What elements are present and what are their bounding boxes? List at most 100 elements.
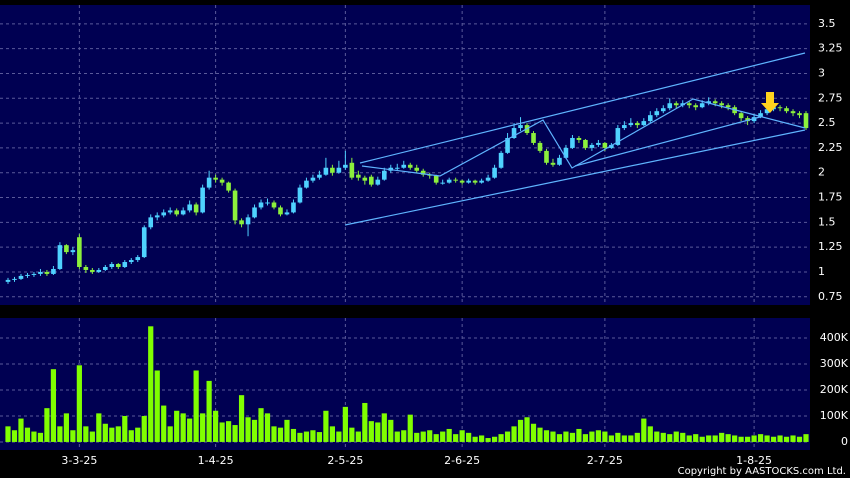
y-tick-label: 1.75 <box>818 191 843 204</box>
volume-bar <box>342 406 348 442</box>
candle-body <box>550 162 556 165</box>
candle-body <box>706 101 711 104</box>
y-tick-label: 0 <box>841 435 848 448</box>
volume-bar <box>582 434 589 442</box>
candle-body <box>219 179 225 183</box>
volume-bar <box>453 434 459 442</box>
candle-body <box>505 137 510 153</box>
candle-body <box>518 125 523 129</box>
candle-body <box>103 266 108 270</box>
volume-bar <box>569 432 576 442</box>
volume-bar <box>349 427 355 442</box>
candle-body <box>446 179 452 183</box>
candle-body <box>51 268 56 274</box>
candle-body <box>622 125 627 129</box>
candle-body <box>725 105 731 108</box>
candle-body <box>511 128 517 138</box>
candle-body <box>317 174 322 178</box>
volume-bar <box>213 410 219 442</box>
volume-bar <box>511 426 517 442</box>
volume-bar <box>712 435 718 442</box>
y-tick-label: 1.25 <box>818 240 843 253</box>
volume-bar <box>686 435 692 442</box>
volume-bar <box>537 427 543 442</box>
volume-bar <box>154 370 160 442</box>
volume-bar <box>524 417 530 442</box>
candle-body <box>12 278 17 280</box>
x-tick-label: 1-4-25 <box>198 454 234 467</box>
volume-bar <box>576 428 582 442</box>
volume-bar <box>440 431 446 442</box>
volume-bar <box>764 435 770 442</box>
volume-bar <box>76 365 82 442</box>
volume-bar <box>738 436 744 442</box>
volume-bar <box>628 435 634 442</box>
candle-body <box>394 167 400 169</box>
volume-bar <box>102 423 108 442</box>
candle-body <box>278 207 283 215</box>
candle-body <box>492 167 497 178</box>
y-tick-label: 3 <box>818 66 825 79</box>
candle-body <box>719 103 724 106</box>
volume-bar <box>83 426 89 442</box>
candle-body <box>115 264 121 267</box>
volume-bar <box>641 418 647 442</box>
grid <box>0 5 810 450</box>
candle-body <box>239 220 244 225</box>
candle-body <box>271 202 277 208</box>
volume-bar <box>128 430 134 442</box>
volume-bar <box>96 413 102 442</box>
candle-body <box>440 182 445 184</box>
candle-body <box>583 139 588 148</box>
volume-bar <box>375 422 381 442</box>
candle-body <box>200 187 205 213</box>
volume-bar <box>238 395 245 442</box>
volume-bar <box>50 369 57 442</box>
y-tick-label: 0.75 <box>818 290 843 303</box>
candle-body <box>297 187 303 203</box>
candle-body <box>589 144 595 148</box>
candle-body <box>602 142 608 148</box>
candle-body <box>310 177 316 181</box>
candle-body <box>479 180 484 183</box>
candle-body <box>369 176 374 185</box>
candle-body <box>797 113 802 116</box>
candle-body <box>187 204 192 211</box>
y-tick-label: 2.25 <box>818 141 843 154</box>
candle-body <box>206 177 212 188</box>
candle-body <box>284 212 290 215</box>
candle-body <box>38 271 43 274</box>
volume-bar <box>225 421 232 442</box>
y-tick-label: 300K <box>820 357 849 370</box>
candle-body <box>531 133 536 143</box>
candle-body <box>401 164 407 168</box>
volume-bar <box>148 326 154 442</box>
volume-bar <box>122 415 128 442</box>
volume-bar <box>433 434 439 442</box>
volume-bar <box>796 436 803 442</box>
candle-body <box>362 177 368 181</box>
candle-body <box>291 202 296 213</box>
candle-body <box>167 210 173 213</box>
candle-body <box>70 250 76 253</box>
candle-body <box>699 103 705 108</box>
candle-body <box>343 164 348 168</box>
price-panel <box>0 5 810 305</box>
x-tick-label: 3-3-25 <box>61 454 97 467</box>
candle-body <box>193 204 199 213</box>
volume-bar <box>777 435 783 442</box>
candle-body <box>381 170 387 180</box>
volume-bar <box>751 435 757 442</box>
volume-bar <box>745 436 751 442</box>
candle-body <box>466 180 471 183</box>
candle-body <box>686 103 692 106</box>
volume-bar <box>368 421 374 442</box>
inner-line <box>574 116 761 167</box>
candle-body <box>265 202 270 204</box>
volume-bar <box>193 370 199 442</box>
candle-body <box>635 123 640 126</box>
volume-bar <box>420 431 426 442</box>
y-tick-label: 3.25 <box>818 42 843 55</box>
candle-body <box>673 103 679 106</box>
